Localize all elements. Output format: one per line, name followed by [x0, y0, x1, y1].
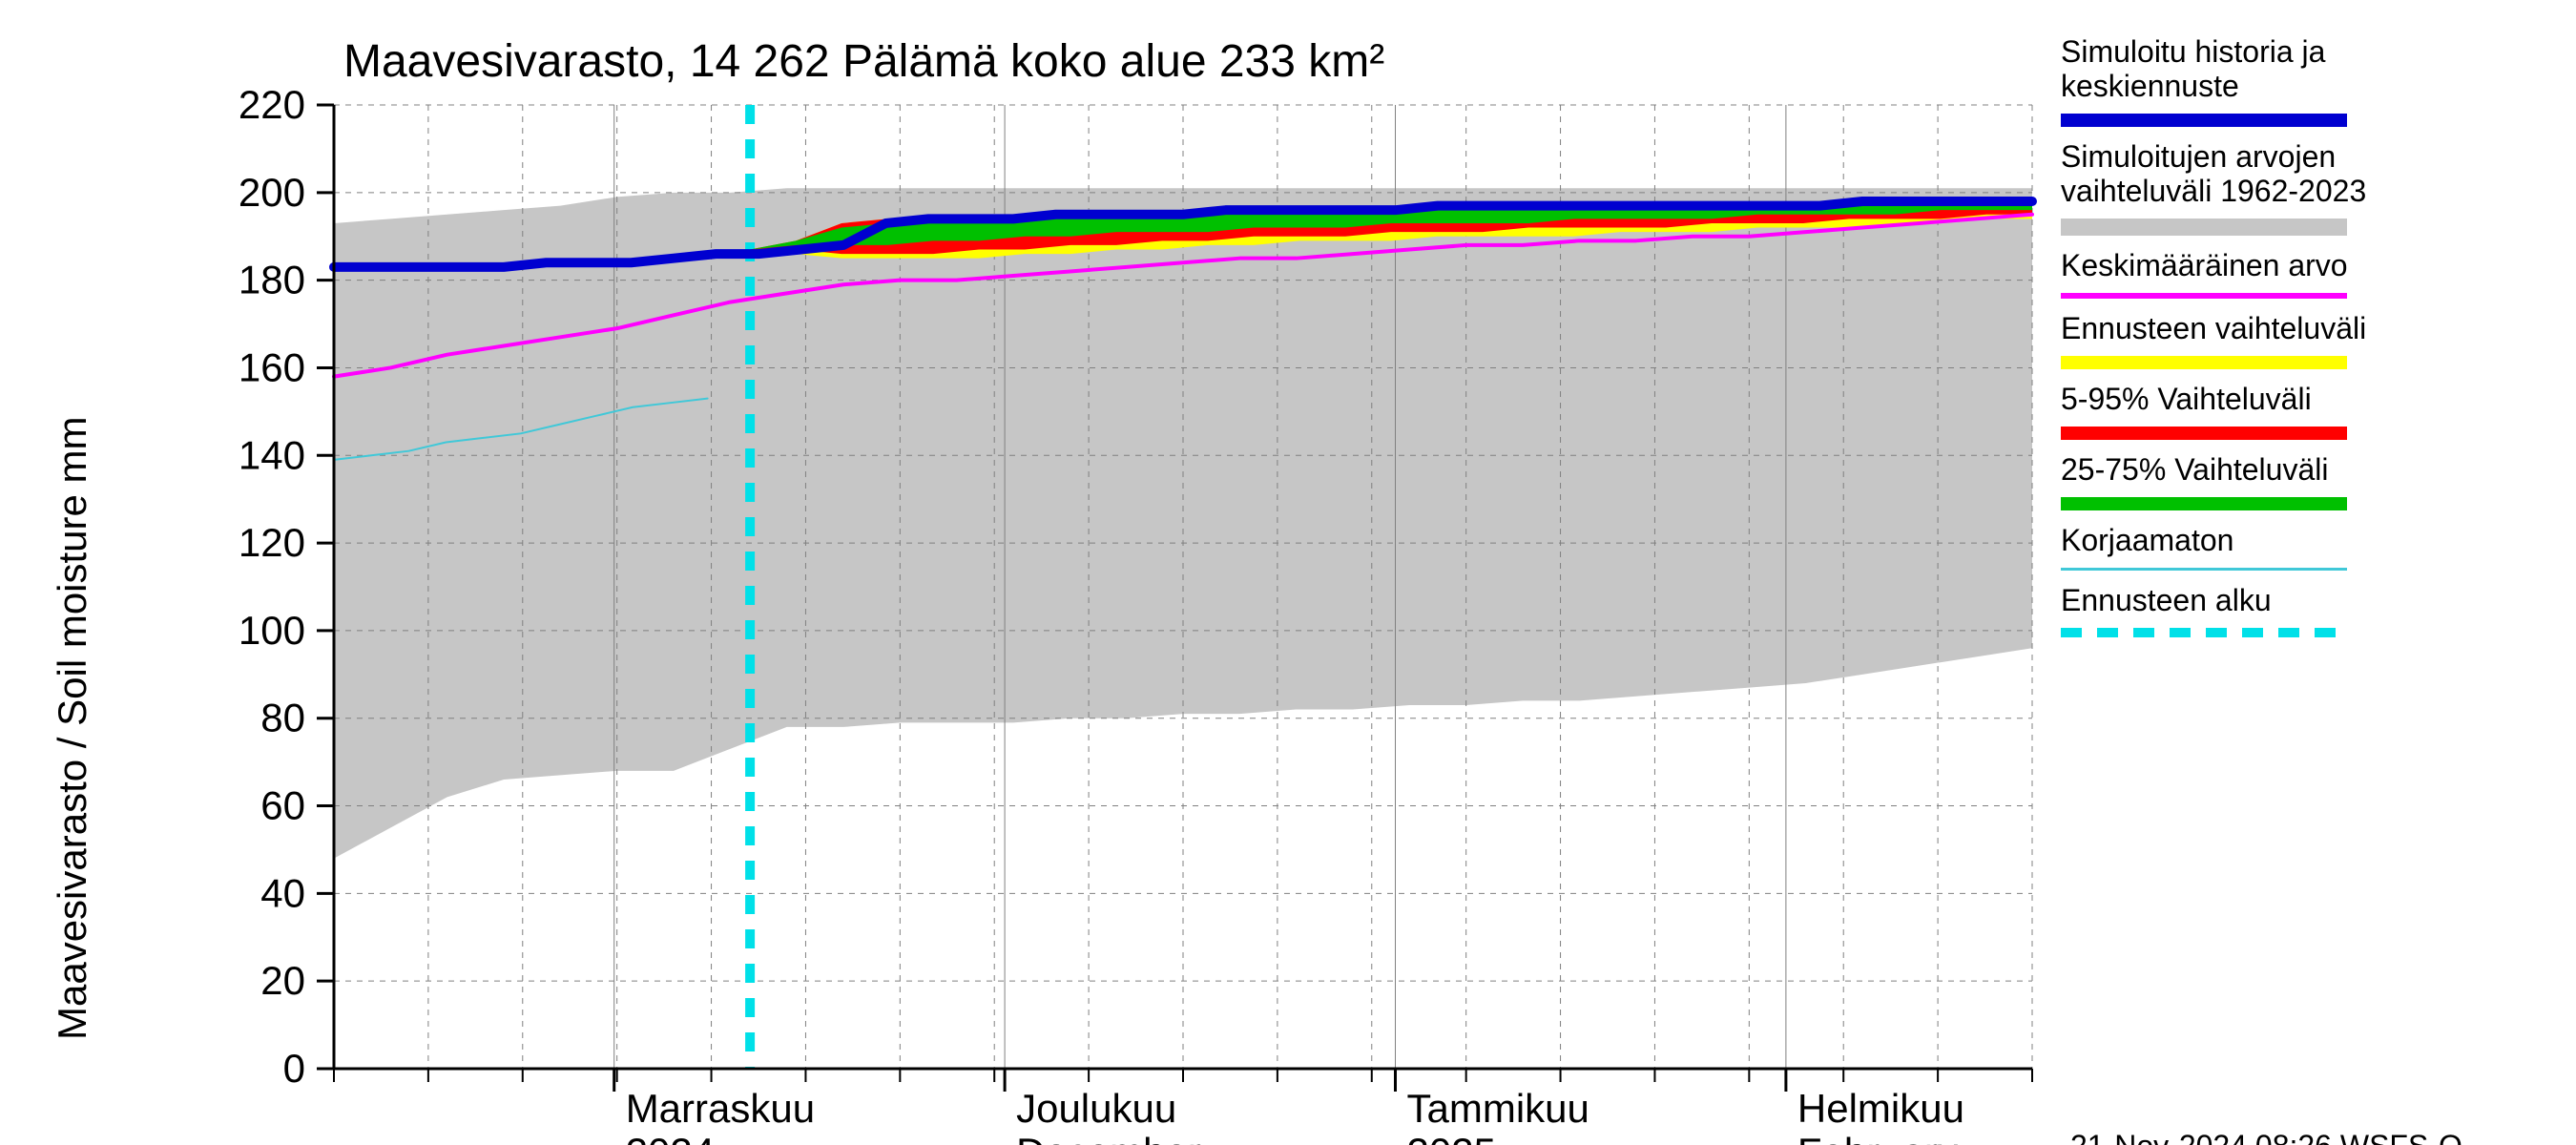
- x-tick-sublabel: February: [1797, 1130, 1958, 1145]
- y-tick-label: 100: [239, 608, 305, 653]
- y-tick-label: 80: [260, 696, 305, 740]
- x-tick-sublabel: 2025: [1407, 1130, 1496, 1145]
- legend-label: Simuloitujen arvojen: [2061, 139, 2336, 174]
- legend-label: Ennusteen alku: [2061, 583, 2272, 617]
- x-tick-label: Joulukuu: [1016, 1086, 1176, 1131]
- soil-moisture-chart: 020406080100120140160180200220Marraskuu2…: [0, 0, 2576, 1145]
- legend-label: Korjaamaton: [2061, 523, 2233, 557]
- y-tick-label: 140: [239, 432, 305, 477]
- legend-sublabel: keskiennuste: [2061, 69, 2239, 103]
- chart-title: Maavesivarasto, 14 262 Pälämä koko alue …: [343, 36, 1384, 87]
- legend-label: Ennusteen vaihteluväli: [2061, 311, 2366, 345]
- legend-label: 5-95% Vaihteluväli: [2061, 382, 2312, 416]
- x-tick-label: Tammikuu: [1407, 1086, 1589, 1131]
- y-tick-label: 180: [239, 258, 305, 302]
- y-tick-label: 160: [239, 344, 305, 389]
- legend-sublabel: vaihteluväli 1962-2023: [2061, 174, 2366, 208]
- y-tick-label: 220: [239, 82, 305, 127]
- chart-footer: 21-Nov-2024 08:26 WSFS-O: [2070, 1129, 2462, 1145]
- y-tick-label: 200: [239, 170, 305, 215]
- y-tick-label: 0: [283, 1046, 305, 1091]
- y-tick-label: 40: [260, 870, 305, 915]
- y-axis-label: Maavesivarasto / Soil moisture mm: [50, 416, 94, 1040]
- y-tick-label: 60: [260, 783, 305, 828]
- legend-label: Keskimääräinen arvo: [2061, 248, 2348, 282]
- x-tick-sublabel: December: [1016, 1130, 1201, 1145]
- y-tick-label: 20: [260, 958, 305, 1003]
- x-tick-label: Marraskuu: [626, 1086, 815, 1131]
- legend-label: 25-75% Vaihteluväli: [2061, 452, 2328, 487]
- y-tick-label: 120: [239, 520, 305, 565]
- legend-label: Simuloitu historia ja: [2061, 34, 2326, 69]
- x-tick-label: Helmikuu: [1797, 1086, 1964, 1131]
- x-tick-sublabel: 2024: [626, 1130, 715, 1145]
